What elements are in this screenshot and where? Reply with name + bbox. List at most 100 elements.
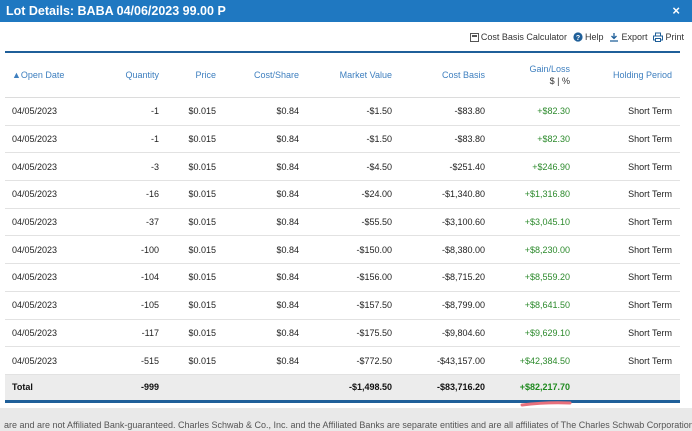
cell-hp: Short Term [628, 106, 672, 117]
cell-qty: -37 [145, 217, 159, 228]
cell-price: $0.015 [188, 300, 216, 311]
cell-qty: -3 [150, 161, 159, 172]
print-link[interactable]: Print [653, 32, 684, 42]
cell-date: 04/05/2023 [12, 300, 58, 311]
help-label: Help [584, 32, 604, 42]
print-label: Print [665, 32, 684, 42]
table-body: 04/05/2023 -1 $0.015 $0.84 -$1.50 -$83.80 +$82… [5, 98, 680, 375]
table-row: 04/05/2023 -105 $0.015 $0.84 -$157.50 -$8,799… [5, 292, 680, 320]
cell-qty: -104 [140, 272, 159, 283]
toolbar: Cost Basis Calculator ? Help Export Prin… [469, 30, 684, 44]
cell-cb: -$3,100.60 [441, 217, 485, 228]
cell-cost: $0.84 [276, 244, 299, 255]
table-row: 04/05/2023 -1 $0.015 $0.84 -$1.50 -$83.80 +$82… [5, 98, 680, 126]
lot-details-modal: Lot Details: BABA 04/06/2023 99.00 P × C… [0, 0, 692, 408]
highlight-underline [520, 401, 572, 407]
cell-cost: $0.84 [276, 106, 299, 117]
table-row: 04/05/2023 -1 $0.015 $0.84 -$1.50 -$83.80 +$82… [5, 126, 680, 154]
cell-cb: -$9,804.60 [441, 327, 485, 338]
col-gain-loss-toggle[interactable]: $ | % [549, 76, 570, 86]
cell-cb: -$8,380.00 [441, 244, 485, 255]
lot-details-table: ▲Open Date Quantity Price Cost/Share Mar… [5, 51, 680, 403]
cell-qty: -100 [140, 244, 159, 255]
cell-hp: Short Term [628, 327, 672, 338]
cell-price: $0.015 [188, 134, 216, 145]
cell-cb: -$251.40 [449, 161, 485, 172]
cell-price: $0.015 [188, 355, 216, 366]
cost-basis-calculator-link[interactable]: Cost Basis Calculator [469, 32, 567, 42]
help-link[interactable]: ? Help [573, 32, 604, 42]
cell-price: $0.015 [188, 272, 216, 283]
cell-cost: $0.84 [276, 272, 299, 283]
col-quantity[interactable]: Quantity [125, 70, 159, 80]
cell-cb: -$43,157.00 [436, 355, 485, 366]
cell-date: 04/05/2023 [12, 161, 58, 172]
cell-cost: $0.84 [276, 217, 299, 228]
total-gain-loss: +$82,217.70 [519, 382, 570, 393]
table-row: 04/05/2023 -37 $0.015 $0.84 -$55.50 -$3,100.6… [5, 209, 680, 237]
cell-mv: -$150.00 [356, 244, 392, 255]
cell-gl: +$8,559.20 [524, 272, 570, 283]
cell-qty: -1 [150, 134, 159, 145]
cell-gl: +$8,641.50 [524, 300, 570, 311]
cell-gl: +$9,629.10 [524, 327, 570, 338]
cell-date: 04/05/2023 [12, 327, 58, 338]
cell-mv: -$157.50 [356, 300, 392, 311]
cell-gl: +$82.30 [537, 134, 570, 145]
col-gain-loss: Gain/Loss $ | % [529, 63, 570, 87]
cell-price: $0.015 [188, 189, 216, 200]
cell-hp: Short Term [628, 244, 672, 255]
cell-gl: +$1,316.80 [524, 189, 570, 200]
cell-price: $0.015 [188, 244, 216, 255]
total-quantity: -999 [140, 382, 159, 393]
col-holding-period[interactable]: Holding Period [612, 70, 672, 80]
table-row: 04/05/2023 -100 $0.015 $0.84 -$150.00 -$8,380… [5, 236, 680, 265]
cell-date: 04/05/2023 [12, 272, 58, 283]
cell-gl: +$82.30 [537, 106, 570, 117]
cell-date: 04/05/2023 [12, 134, 58, 145]
cell-mv: -$772.50 [356, 355, 392, 366]
cell-gl: +$42,384.50 [519, 355, 570, 366]
help-icon: ? [573, 32, 583, 42]
cell-mv: -$156.00 [356, 272, 392, 283]
cell-hp: Short Term [628, 272, 672, 283]
col-cost-share[interactable]: Cost/Share [253, 70, 299, 80]
cell-qty: -1 [150, 106, 159, 117]
cell-cost: $0.84 [276, 134, 299, 145]
col-market-value[interactable]: Market Value [339, 70, 392, 80]
cell-qty: -117 [141, 327, 159, 338]
cell-date: 04/05/2023 [12, 106, 58, 117]
cell-hp: Short Term [628, 161, 672, 172]
cell-gl: +$246.90 [532, 161, 570, 172]
cell-cb: -$8,715.20 [441, 272, 485, 283]
close-icon[interactable]: × [672, 3, 680, 18]
cell-hp: Short Term [628, 189, 672, 200]
cell-mv: -$1.50 [366, 134, 392, 145]
cell-price: $0.015 [188, 161, 216, 172]
cell-date: 04/05/2023 [12, 244, 58, 255]
download-icon [610, 33, 619, 42]
cell-hp: Short Term [628, 300, 672, 311]
cell-cost: $0.84 [276, 161, 299, 172]
modal-title-bar: Lot Details: BABA 04/06/2023 99.00 P × [0, 0, 692, 22]
disclosure-text: are and are not Affiliated Bank-guarante… [4, 420, 692, 430]
cell-mv: -$55.50 [361, 217, 392, 228]
cell-qty: -515 [140, 355, 159, 366]
export-link[interactable]: Export [609, 32, 647, 42]
cell-price: $0.015 [188, 106, 216, 117]
cell-mv: -$24.00 [361, 189, 392, 200]
cell-cb: -$1,340.80 [441, 189, 485, 200]
col-gain-loss-label[interactable]: Gain/Loss [529, 64, 570, 74]
cell-cb: -$8,799.00 [441, 300, 485, 311]
cost-basis-calculator-label: Cost Basis Calculator [480, 32, 567, 42]
col-cost-basis[interactable]: Cost Basis [441, 70, 485, 80]
table-row: 04/05/2023 -104 $0.015 $0.84 -$156.00 -$8,715… [5, 264, 680, 292]
modal-title: Lot Details: BABA 04/06/2023 99.00 P [6, 4, 226, 18]
col-price[interactable]: Price [195, 70, 216, 80]
cell-price: $0.015 [188, 217, 216, 228]
cell-date: 04/05/2023 [12, 355, 58, 366]
cell-qty: -16 [145, 189, 159, 200]
table-row: 04/05/2023 -515 $0.015 $0.84 -$772.50 -$43,15… [5, 347, 680, 375]
cell-mv: -$4.50 [366, 161, 392, 172]
col-open-date[interactable]: ▲Open Date [12, 70, 65, 80]
